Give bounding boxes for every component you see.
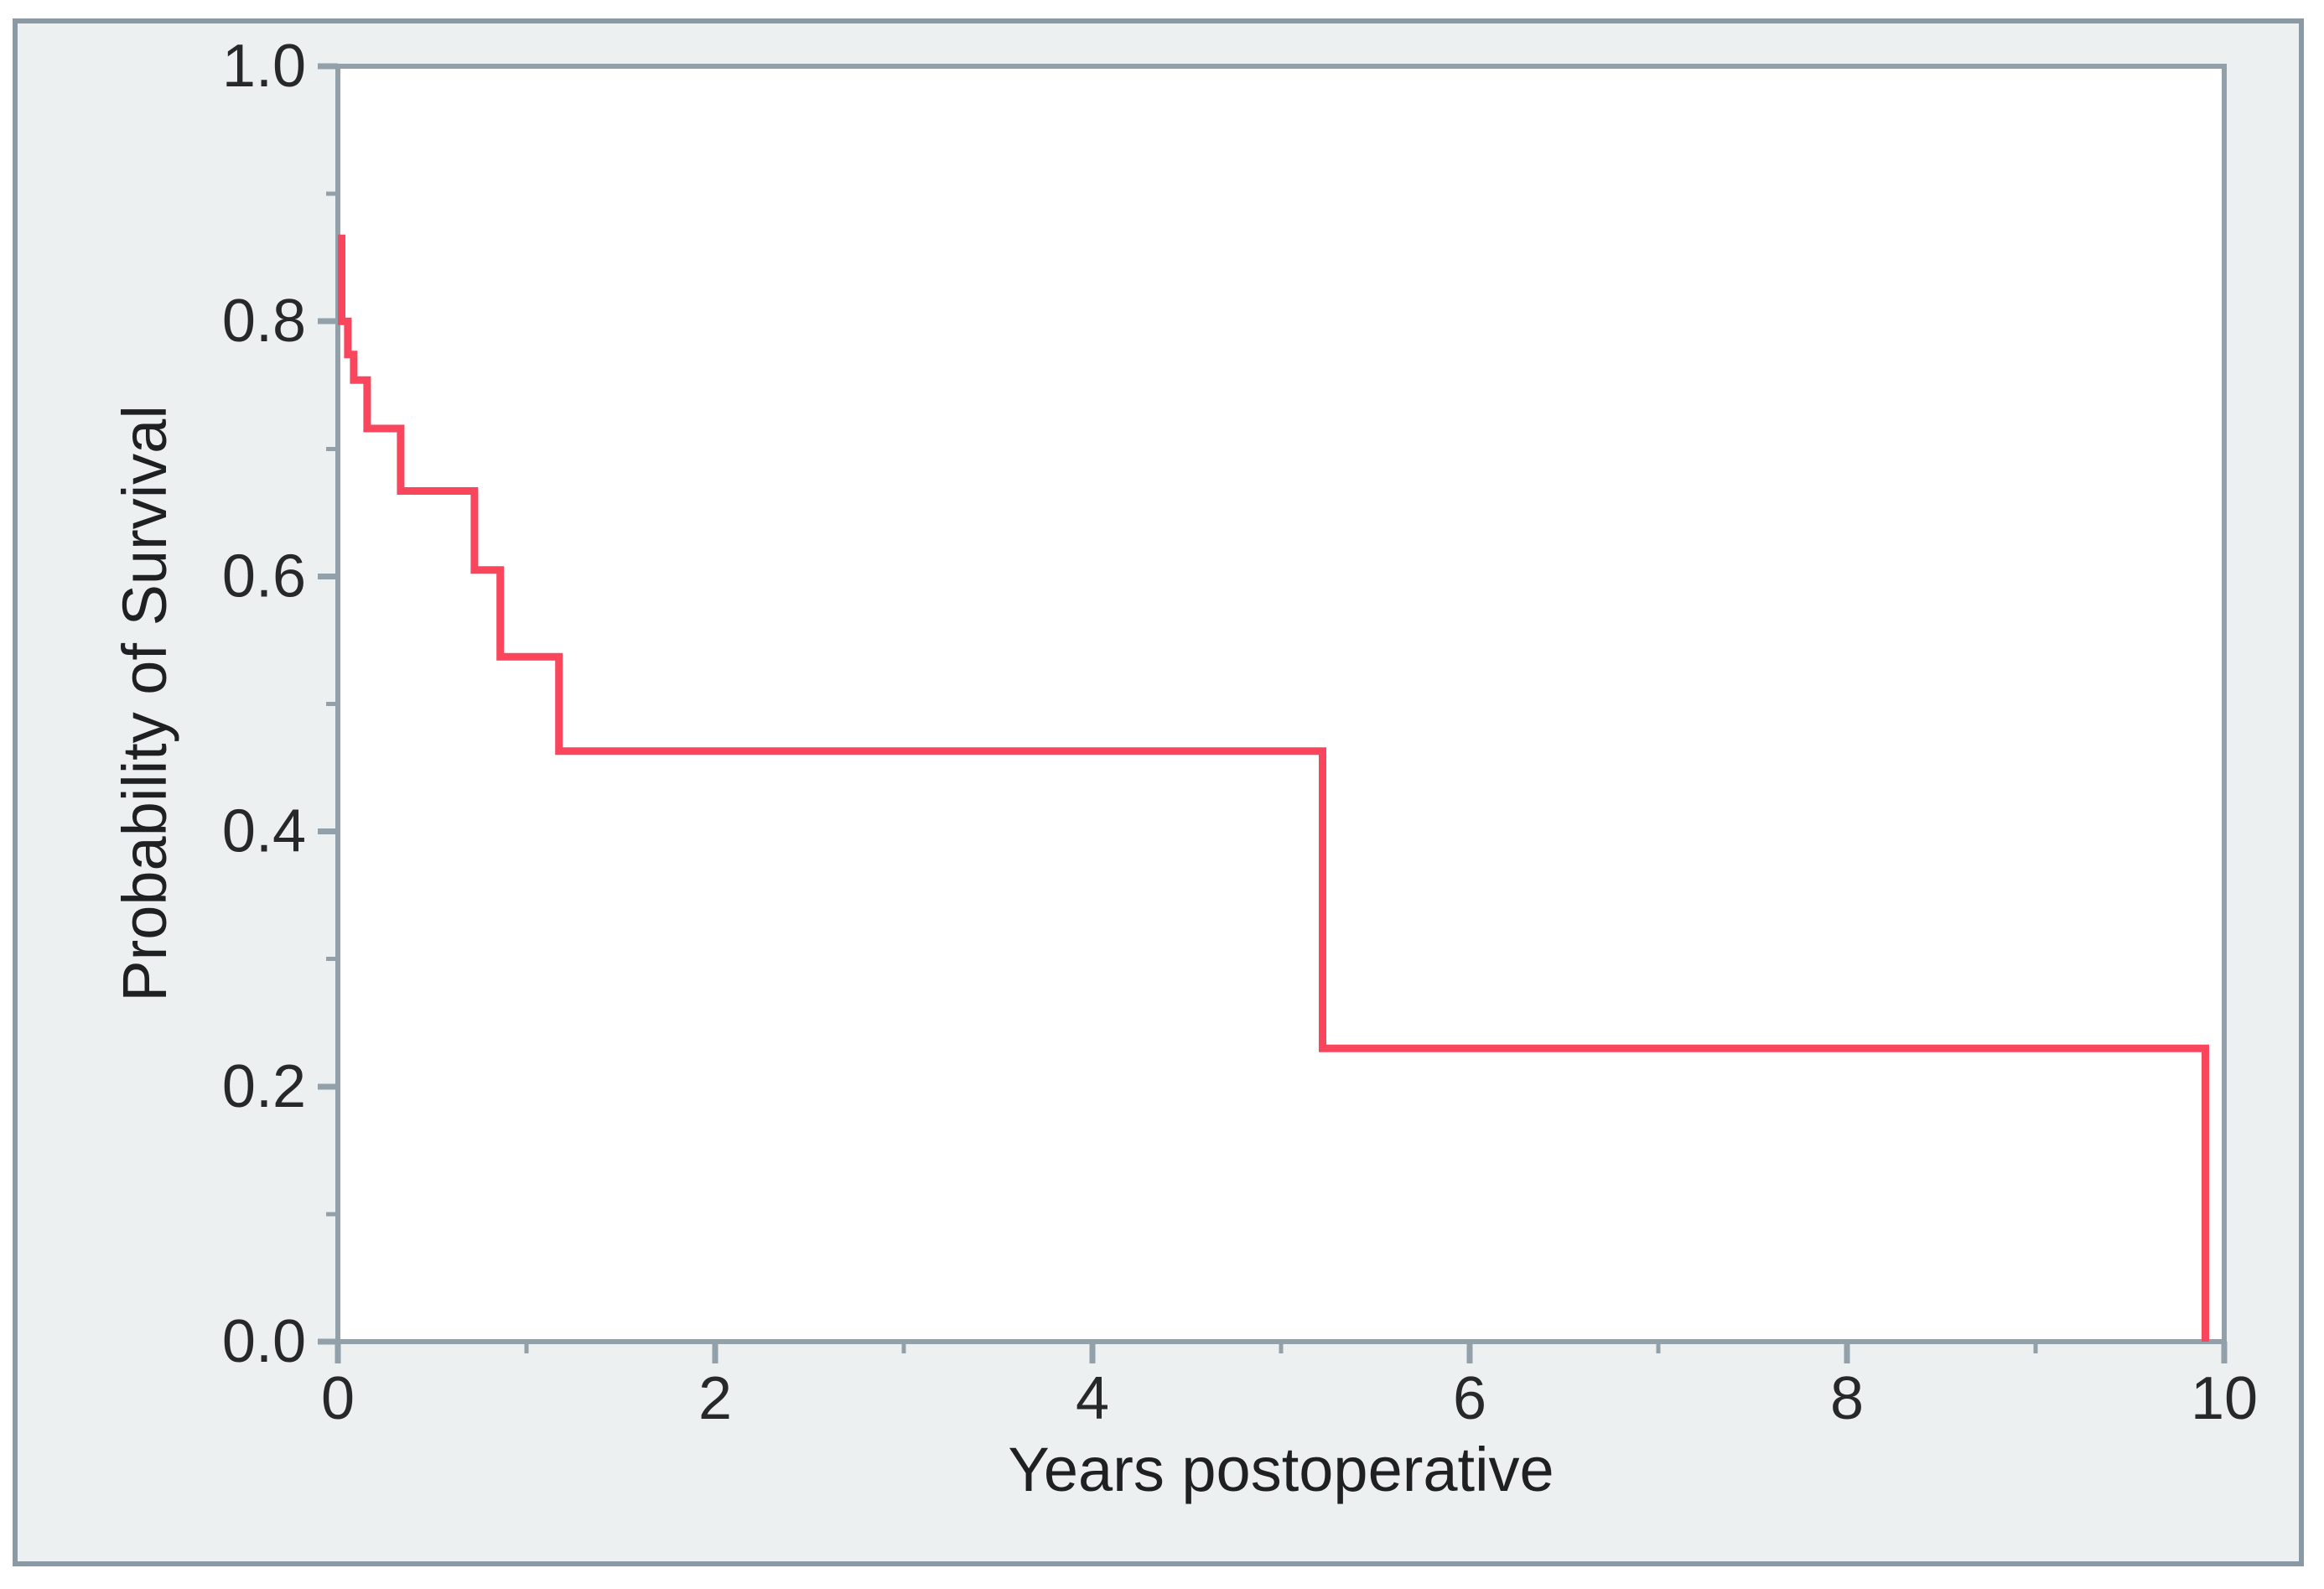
y-tick-label: 0.2: [222, 1053, 306, 1120]
y-axis-title: Probability of Survival: [110, 405, 179, 1002]
y-tick-label: 1.0: [222, 33, 306, 100]
x-axis-title: Years postoperative: [1008, 1435, 1554, 1504]
y-tick-label: 0.4: [222, 798, 306, 865]
y-axis-ticks: [318, 63, 338, 1345]
y-tick-label: 0.0: [222, 1308, 306, 1375]
x-tick-label: 10: [2191, 1365, 2258, 1432]
x-tick-label: 2: [698, 1365, 732, 1432]
x-tick-label: 6: [1453, 1365, 1486, 1432]
y-tick-label: 0.6: [222, 543, 306, 610]
x-tick-label: 4: [1076, 1365, 1109, 1432]
x-tick-label: 0: [321, 1365, 355, 1432]
y-tick-label: 0.8: [222, 288, 306, 355]
x-tick-label: 8: [1830, 1365, 1864, 1432]
y-axis-tick-labels: 1.0 0.8 0.6 0.4 0.2 0.0: [222, 33, 306, 1375]
x-axis-ticks: [335, 1342, 2228, 1363]
x-axis-tick-labels: 0 2 4 6 8 10: [321, 1365, 2258, 1432]
survival-curve: [338, 234, 2209, 1342]
plot-area: [335, 64, 2227, 1344]
